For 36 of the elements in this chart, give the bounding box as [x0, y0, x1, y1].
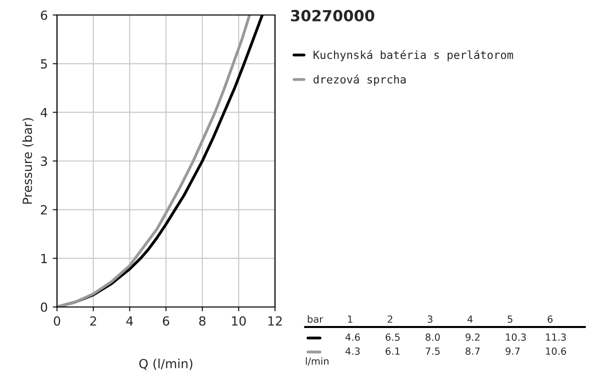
text: 3	[428, 315, 432, 323]
y-tick-label: 0	[40, 302, 48, 312]
text: 6.5	[386, 333, 400, 341]
text: 5	[508, 316, 512, 323]
text: 7.5	[426, 348, 440, 355]
text: 10.3	[506, 333, 526, 341]
legend-label: Kuchynská batéria s perlátorom	[314, 50, 514, 62]
text: 4.6	[345, 333, 360, 341]
text: 11.3	[546, 333, 566, 341]
y-tick-label: 3	[40, 156, 47, 166]
text: 8.7	[466, 347, 480, 355]
text: 9.2	[466, 333, 480, 341]
y-axis-title: Pressure (bar)	[22, 118, 34, 204]
y-tick-label: 4	[40, 108, 48, 118]
x-tick-label: 10	[232, 316, 246, 326]
text: bar	[308, 315, 324, 323]
text: 10.6	[546, 347, 566, 355]
x-tick-label: 0	[54, 316, 60, 326]
y-tick-label: 2	[40, 205, 47, 214]
text: 8.0	[426, 333, 440, 341]
y-tick-label: 1	[41, 254, 47, 264]
x-tick-label: 6	[162, 316, 170, 326]
text: 6.1	[386, 347, 400, 355]
x-tick-label: 8	[199, 316, 206, 326]
text: 30270000	[291, 10, 374, 22]
x-tick-label: 12	[268, 316, 282, 326]
y-tick-label: 6	[40, 10, 48, 20]
text: l/min	[306, 357, 328, 366]
text: 4.3	[345, 347, 360, 355]
text: 1	[348, 316, 352, 323]
x-tick-label: 4	[126, 316, 133, 326]
text: 9.7	[506, 347, 520, 355]
x-axis-title: Q (l/min)	[139, 358, 192, 370]
x-tick-label: 2	[90, 316, 96, 326]
legend-label: drezová sprcha	[314, 74, 406, 86]
y-tick-label: 5	[40, 59, 47, 69]
